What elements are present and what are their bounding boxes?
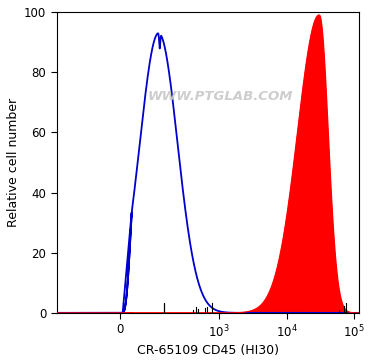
Text: WWW.PTGLAB.COM: WWW.PTGLAB.COM: [147, 90, 293, 103]
X-axis label: CR-65109 CD45 (HI30): CR-65109 CD45 (HI30): [137, 344, 279, 357]
Y-axis label: Relative cell number: Relative cell number: [7, 98, 20, 227]
